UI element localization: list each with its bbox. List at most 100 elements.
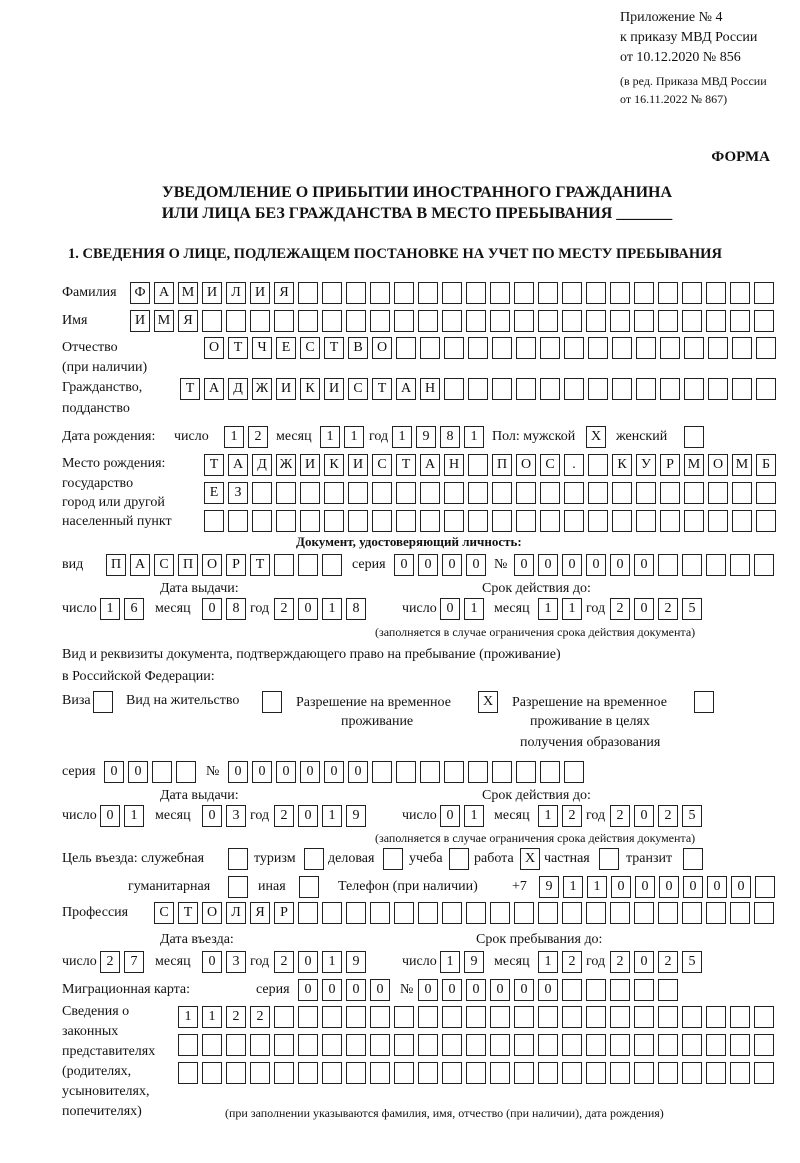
male-checkbox[interactable]: X <box>586 426 610 448</box>
char-box[interactable]: 1 <box>178 1006 198 1028</box>
char-box[interactable] <box>683 848 703 870</box>
char-box[interactable]: О <box>204 337 224 359</box>
char-box[interactable] <box>516 761 536 783</box>
char-box[interactable]: 0 <box>228 761 248 783</box>
char-box[interactable]: 0 <box>276 761 296 783</box>
char-box[interactable] <box>612 482 632 504</box>
char-box[interactable] <box>346 902 366 924</box>
char-box[interactable] <box>394 1062 414 1084</box>
char-box[interactable] <box>682 1034 702 1056</box>
char-box[interactable]: 2 <box>610 598 630 620</box>
char-box[interactable]: М <box>732 454 752 476</box>
char-box[interactable] <box>684 337 704 359</box>
char-box[interactable] <box>274 554 294 576</box>
char-box[interactable] <box>636 337 656 359</box>
char-box[interactable] <box>202 310 222 332</box>
char-box[interactable] <box>658 554 678 576</box>
char-box[interactable]: 2 <box>250 1006 270 1028</box>
char-box[interactable] <box>322 282 342 304</box>
char-box[interactable]: Я <box>274 282 294 304</box>
char-box[interactable] <box>562 979 582 1001</box>
char-box[interactable]: 2 <box>248 426 268 448</box>
char-box[interactable] <box>178 1034 198 1056</box>
char-box[interactable]: О <box>708 454 728 476</box>
char-box[interactable] <box>658 282 678 304</box>
char-box[interactable] <box>348 482 368 504</box>
char-box[interactable]: 8 <box>346 598 366 620</box>
char-box[interactable] <box>370 902 390 924</box>
char-box[interactable] <box>610 1006 630 1028</box>
char-box[interactable] <box>298 310 318 332</box>
char-box[interactable] <box>490 1062 510 1084</box>
char-box[interactable]: 1 <box>562 598 582 620</box>
char-box[interactable]: И <box>348 454 368 476</box>
char-box[interactable] <box>564 482 584 504</box>
char-box[interactable] <box>586 310 606 332</box>
char-box[interactable]: 0 <box>298 805 318 827</box>
char-box[interactable] <box>634 902 654 924</box>
char-box[interactable]: Ф <box>130 282 150 304</box>
char-box[interactable]: 8 <box>226 598 246 620</box>
char-box[interactable] <box>444 510 464 532</box>
char-box[interactable] <box>586 1062 606 1084</box>
char-box[interactable]: Д <box>252 454 272 476</box>
char-box[interactable] <box>514 310 534 332</box>
char-box[interactable] <box>634 1006 654 1028</box>
char-box[interactable] <box>516 337 536 359</box>
char-box[interactable]: В <box>348 337 368 359</box>
char-box[interactable] <box>730 1006 750 1028</box>
char-box[interactable]: 7 <box>124 951 144 973</box>
char-box[interactable] <box>370 1062 390 1084</box>
char-box[interactable]: 0 <box>440 598 460 620</box>
char-box[interactable] <box>588 482 608 504</box>
char-box[interactable]: 0 <box>442 554 462 576</box>
char-box[interactable]: 0 <box>707 876 727 898</box>
char-box[interactable]: З <box>228 482 248 504</box>
char-box[interactable]: Я <box>178 310 198 332</box>
char-box[interactable]: 0 <box>731 876 751 898</box>
char-box[interactable]: 0 <box>634 598 654 620</box>
char-box[interactable] <box>468 378 488 400</box>
char-box[interactable]: 0 <box>466 979 486 1001</box>
char-box[interactable]: 0 <box>298 951 318 973</box>
char-box[interactable] <box>490 902 510 924</box>
char-box[interactable]: О <box>202 902 222 924</box>
char-box[interactable] <box>298 554 318 576</box>
char-box[interactable] <box>396 761 416 783</box>
char-box[interactable] <box>730 902 750 924</box>
char-box[interactable] <box>588 510 608 532</box>
char-box[interactable] <box>492 337 512 359</box>
char-box[interactable] <box>346 1006 366 1028</box>
char-box[interactable] <box>226 1062 246 1084</box>
char-box[interactable] <box>372 761 392 783</box>
char-box[interactable]: 2 <box>562 805 582 827</box>
char-box[interactable] <box>442 282 462 304</box>
char-box[interactable] <box>492 482 512 504</box>
char-box[interactable]: А <box>396 378 416 400</box>
private-checkbox[interactable] <box>599 848 623 870</box>
char-box[interactable]: 0 <box>611 876 631 898</box>
char-box[interactable]: 1 <box>322 951 342 973</box>
char-box[interactable] <box>466 282 486 304</box>
char-box[interactable]: 0 <box>100 805 120 827</box>
char-box[interactable] <box>276 510 296 532</box>
char-box[interactable]: 0 <box>634 951 654 973</box>
char-box[interactable] <box>634 1062 654 1084</box>
char-box[interactable]: 2 <box>226 1006 246 1028</box>
char-box[interactable]: 0 <box>514 554 534 576</box>
char-box[interactable] <box>660 510 680 532</box>
char-box[interactable] <box>564 378 584 400</box>
